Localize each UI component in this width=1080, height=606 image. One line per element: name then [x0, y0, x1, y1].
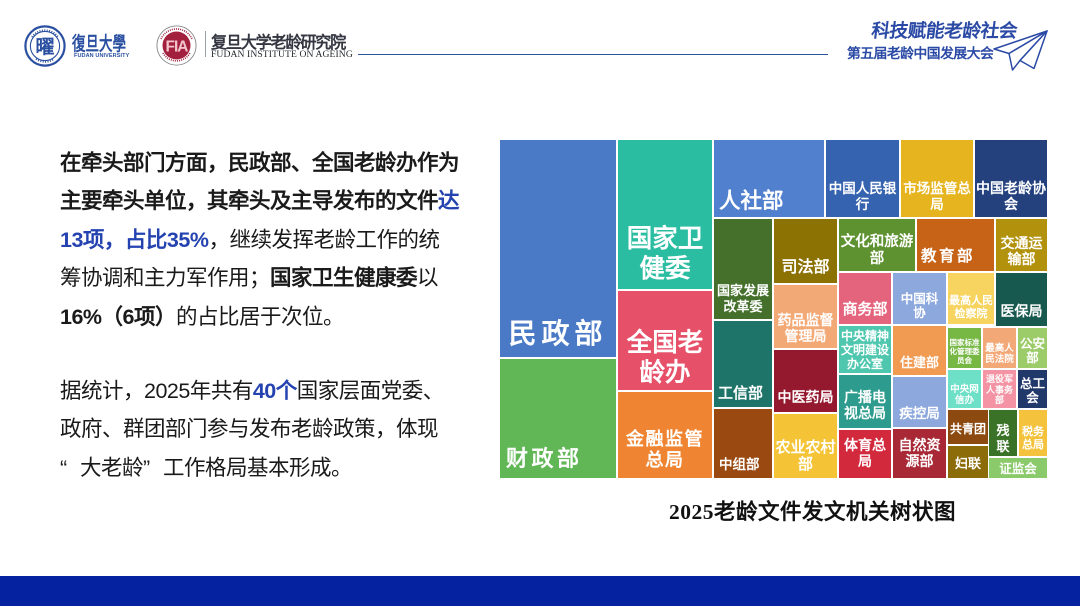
svg-text:FIA: FIA	[166, 39, 189, 56]
svg-text:曜: 曜	[35, 36, 54, 58]
